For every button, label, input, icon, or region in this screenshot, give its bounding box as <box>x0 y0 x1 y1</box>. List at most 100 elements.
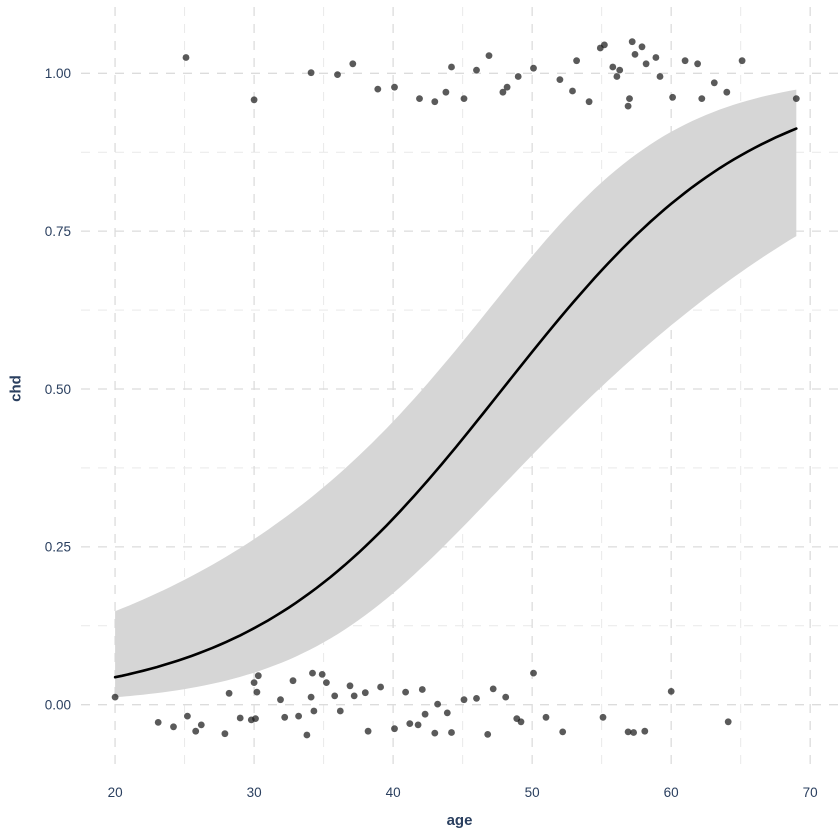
scatter-point <box>402 688 409 696</box>
scatter-point <box>414 721 422 729</box>
scatter-point <box>448 63 455 71</box>
scatter-point <box>628 38 636 46</box>
x-tick-label: 70 <box>803 785 818 800</box>
scatter-point <box>416 95 423 102</box>
scatter-point <box>346 682 354 690</box>
scatter-point <box>599 713 607 721</box>
scatter-point <box>624 728 632 736</box>
scatter-point <box>473 66 480 74</box>
scatter-point <box>652 54 660 61</box>
scatter-point <box>250 96 258 104</box>
scatter-point <box>421 710 429 718</box>
scatter-point <box>530 64 537 72</box>
scatter-point <box>489 685 497 693</box>
scatter-point <box>236 714 244 722</box>
scatter-point <box>530 669 537 677</box>
scatter-point <box>460 95 468 102</box>
scatter-point <box>442 88 450 96</box>
y-tick-label: 0.50 <box>45 382 71 397</box>
scatter-point <box>616 66 624 74</box>
scatter-point <box>723 88 731 96</box>
scatter-point <box>197 721 205 729</box>
scatter-point <box>303 731 311 739</box>
scatter-point <box>542 713 550 721</box>
scatter-point <box>377 683 384 691</box>
scatter-point <box>418 686 426 693</box>
scatter-point <box>170 723 177 731</box>
scatter-point <box>336 707 344 715</box>
scatter-point <box>609 63 617 71</box>
scatter-point <box>792 95 800 102</box>
scatter-point <box>374 85 382 93</box>
scatter-point <box>391 83 398 91</box>
scatter-point <box>391 725 398 733</box>
scatter-point <box>724 718 732 726</box>
scatter-point <box>631 51 639 58</box>
scatter-point <box>281 713 289 721</box>
scatter-point <box>182 54 190 61</box>
scatter-point <box>641 727 649 735</box>
scatter-point <box>225 689 233 697</box>
scatter-point <box>184 712 191 720</box>
scatter-point <box>585 98 593 106</box>
scatter-point <box>681 57 689 65</box>
scatter-point <box>318 671 326 678</box>
x-tick-label: 60 <box>664 785 679 800</box>
scatter-point <box>556 76 564 83</box>
scatter-point <box>350 692 358 700</box>
y-tick-label: 0.00 <box>45 698 71 713</box>
scatter-point <box>406 720 414 727</box>
scatter-point <box>503 83 511 91</box>
scatter-point <box>669 93 676 101</box>
scatter-point <box>252 715 259 722</box>
scatter-point <box>601 41 608 49</box>
scatter-point <box>331 692 339 700</box>
x-tick-label: 30 <box>247 785 262 800</box>
y-axis-title: chd <box>7 375 25 402</box>
scatter-point <box>738 57 746 65</box>
scatter-point <box>334 71 341 78</box>
scatter-point <box>434 700 441 708</box>
scatter-point <box>192 727 200 735</box>
scatter-point <box>638 43 646 51</box>
scatter-point <box>431 729 439 737</box>
scatter-point <box>361 689 369 697</box>
scatter-point <box>499 88 507 96</box>
scatter-point <box>642 60 650 68</box>
y-tick-label: 1.00 <box>45 66 71 81</box>
scatter-point <box>473 695 480 702</box>
scatter-point <box>309 669 316 677</box>
scatter-point <box>364 727 372 735</box>
scatter-point <box>517 718 525 726</box>
scatter-point <box>443 709 451 717</box>
scatter-point <box>448 729 455 736</box>
scatter-point <box>514 73 522 80</box>
scatter-point <box>613 73 621 80</box>
x-tick-label: 50 <box>525 785 540 800</box>
scatter-point <box>253 688 261 696</box>
scatter-point <box>656 73 664 80</box>
scatter-point <box>698 95 706 102</box>
scatter-point <box>502 693 510 701</box>
scatter-point <box>484 731 492 738</box>
scatter-point <box>111 693 119 701</box>
x-tick-label: 20 <box>108 785 123 800</box>
scatter-point <box>221 730 229 738</box>
scatter-point <box>573 57 580 65</box>
scatter-point <box>289 677 297 685</box>
y-tick-label: 0.25 <box>45 540 71 555</box>
scatter-point <box>667 688 675 695</box>
scatter-point <box>307 693 315 701</box>
scatter-point <box>485 52 493 59</box>
x-tick-label: 40 <box>386 785 401 800</box>
scatter-point <box>154 719 162 726</box>
scatter-point <box>569 87 576 95</box>
scatter-point <box>323 679 330 686</box>
fit-line <box>113 127 798 679</box>
scatter-point <box>250 679 258 686</box>
scatter-point <box>630 729 637 736</box>
scatter-point <box>710 79 718 87</box>
scatter-point <box>626 95 633 102</box>
